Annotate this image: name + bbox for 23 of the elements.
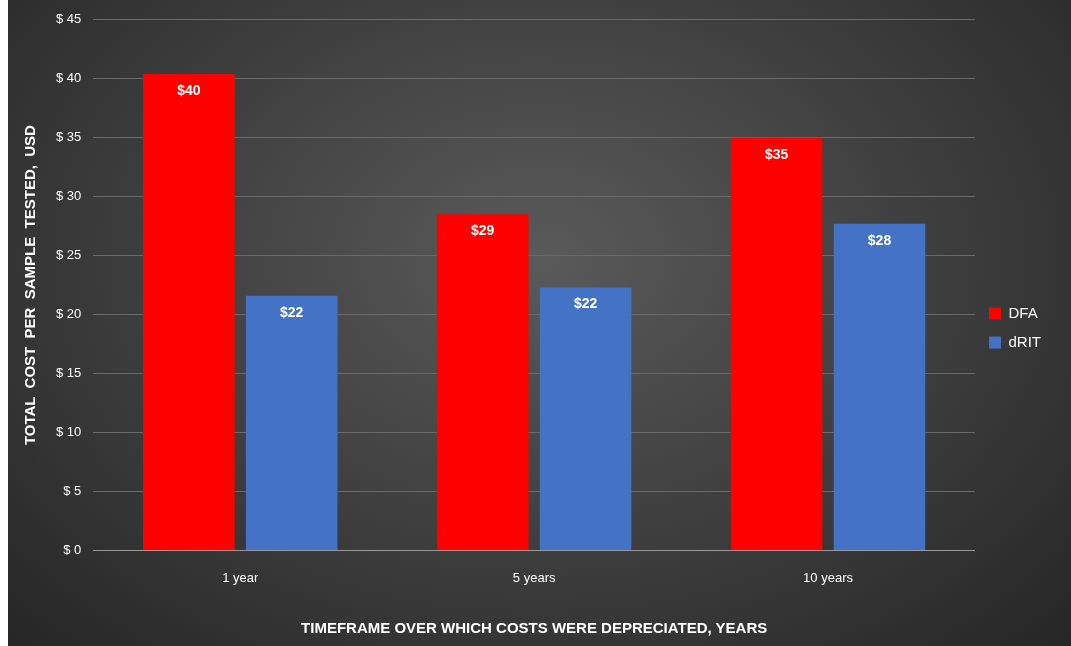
y-tick-label: $ 25 [55, 247, 82, 263]
legend-label: dRIT [1008, 332, 1042, 350]
x-tick-label: 5 years [512, 569, 556, 585]
data-label: $29 [471, 222, 495, 239]
y-tick-label: $ 30 [55, 188, 82, 204]
x-tick-label: 1 year [222, 569, 259, 585]
y-tick-label: $ 20 [55, 306, 82, 322]
data-label: $40 [177, 81, 201, 98]
x-tick-label: 10 years [803, 569, 854, 585]
y-tick-label: $ 35 [55, 129, 82, 145]
data-label: $22 [573, 295, 598, 312]
y-tick-label: $ 45 [55, 11, 82, 27]
data-label: $35 [764, 145, 789, 162]
y-tick-label: $ 0 [63, 541, 82, 557]
y-tick-label: $ 5 [63, 483, 82, 499]
y-axis-title: TOTAL COST PER SAMPLE TESTED, USD [21, 124, 39, 446]
y-tick-label: $ 15 [55, 365, 82, 381]
data-label: $28 [867, 231, 892, 248]
y-tick-label: $ 40 [55, 70, 82, 86]
x-axis-title: TIMEFRAME OVER WHICH COSTS WERE DEPRECIATED, YEARS [301, 619, 768, 637]
y-tick-label: $ 10 [55, 424, 82, 440]
legend-label: DFA [1008, 303, 1038, 321]
data-label: $22 [280, 303, 304, 320]
